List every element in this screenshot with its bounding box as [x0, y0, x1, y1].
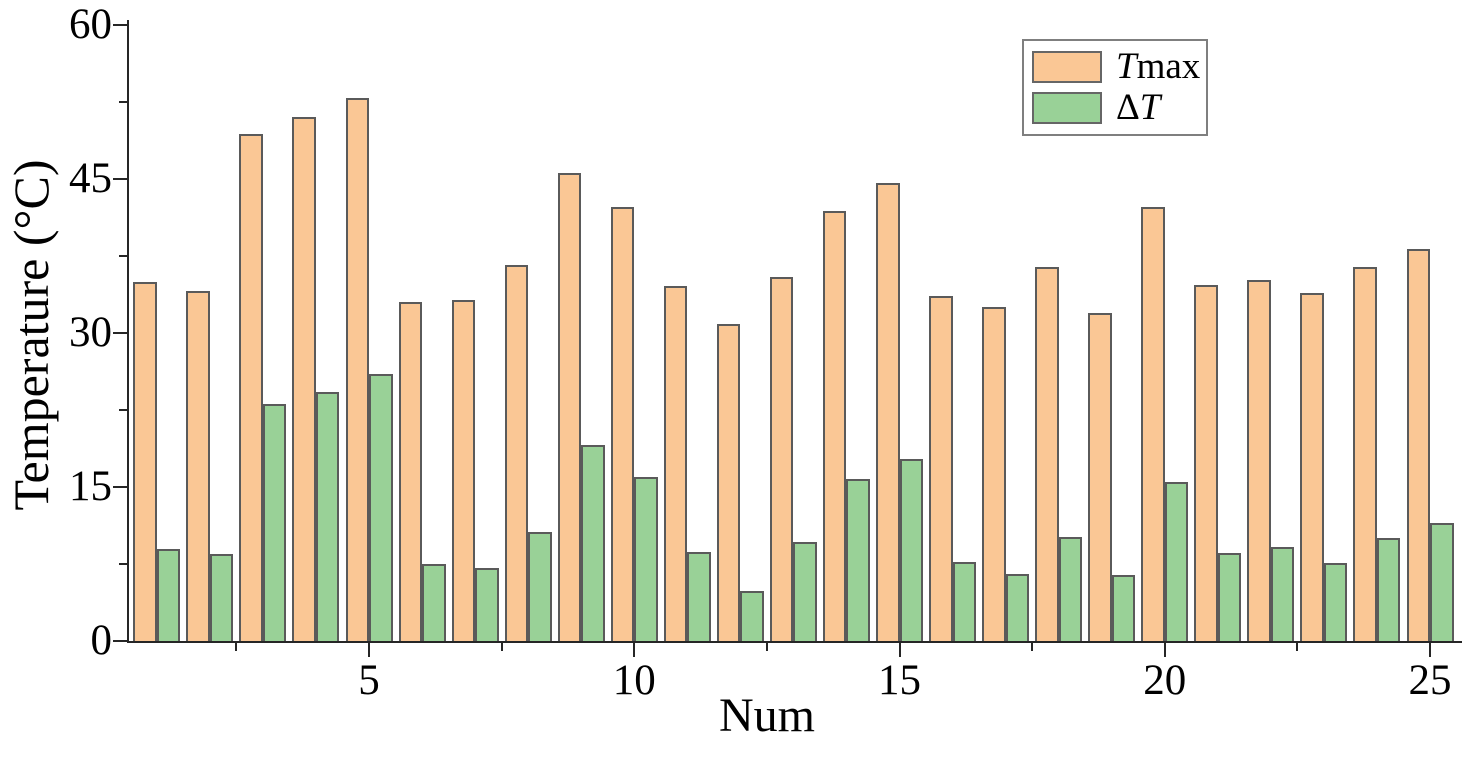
bar-dt	[581, 444, 605, 641]
legend-swatch-tmax	[1032, 51, 1102, 83]
bar-dt	[634, 476, 658, 641]
bar-dt	[1005, 574, 1030, 641]
bar-tmax	[1194, 284, 1218, 641]
y-major-tick	[113, 178, 127, 180]
legend-swatch-dt	[1032, 92, 1102, 124]
x-tick-label: 25	[1408, 657, 1452, 704]
bar-tmax	[239, 133, 263, 641]
bar-dt	[156, 548, 181, 641]
bar-tmax	[504, 265, 529, 641]
bar-dt	[1323, 562, 1348, 641]
x-axis-title: Num	[719, 689, 815, 742]
bar-tmax	[292, 117, 316, 641]
y-minor-tick	[119, 101, 127, 103]
bar-tmax	[876, 183, 900, 641]
bar-dt	[315, 391, 340, 641]
y-major-tick	[113, 24, 127, 26]
bar-tmax	[822, 210, 847, 641]
bar-dt	[209, 553, 234, 641]
bar-dt	[952, 561, 977, 641]
bar-dt	[475, 568, 499, 641]
bar-tmax	[1141, 206, 1165, 641]
legend-label-tmax: Tmax	[1116, 46, 1201, 87]
y-minor-tick	[119, 409, 127, 411]
y-minor-tick	[119, 563, 127, 565]
bar-tmax	[133, 281, 157, 641]
bar-tmax	[663, 285, 688, 641]
legend-label-dt: ΔT	[1116, 87, 1161, 128]
bar-tmax	[1247, 279, 1271, 641]
x-minor-tick	[1031, 643, 1034, 651]
y-major-tick	[113, 640, 127, 642]
x-tick-label: 10	[612, 657, 656, 704]
x-tick-label: 20	[1143, 657, 1187, 704]
x-major-tick	[1429, 643, 1431, 657]
y-tick-label: 45	[69, 155, 112, 202]
y-minor-tick	[119, 255, 127, 257]
bar-tmax	[716, 323, 741, 641]
bar-dt	[1058, 537, 1083, 641]
bar-tmax	[1406, 248, 1430, 641]
bar-dt	[1217, 552, 1242, 641]
bar-dt	[1376, 538, 1401, 641]
bar-tmax	[1088, 313, 1112, 641]
legend: Tmax ΔT	[1022, 39, 1208, 136]
x-tick-label: 5	[358, 657, 380, 704]
bar-tmax	[610, 206, 635, 641]
x-major-tick	[633, 643, 636, 657]
y-tick-label: 15	[69, 463, 112, 510]
bar-dt	[687, 551, 711, 641]
legend-item-dt: ΔT	[1032, 89, 1198, 127]
bar-tmax	[982, 307, 1006, 641]
y-tick-label: 60	[69, 1, 112, 48]
bar-dt	[1164, 481, 1189, 641]
bar-tmax	[1300, 292, 1324, 641]
bar-dt	[422, 564, 446, 641]
bar-tmax	[769, 276, 794, 641]
bar-dt	[846, 478, 870, 641]
y-tick-label: 0	[90, 617, 113, 664]
bar-tmax	[557, 172, 582, 641]
bar-dt	[262, 403, 287, 641]
bar-dt	[1111, 575, 1136, 641]
x-minor-tick	[1296, 643, 1299, 651]
x-tick-label: 15	[878, 657, 921, 704]
legend-item-tmax: Tmax	[1032, 46, 1201, 87]
bar-tmax	[186, 290, 210, 641]
x-minor-tick	[765, 643, 768, 651]
y-major-tick	[113, 486, 127, 488]
x-minor-tick	[500, 643, 503, 651]
bar-dt	[1270, 546, 1295, 641]
x-minor-tick	[235, 643, 238, 651]
bar-dt	[369, 374, 393, 641]
bar-dt	[740, 590, 764, 641]
bar-dt	[793, 542, 817, 641]
bar-tmax	[1035, 267, 1059, 641]
bar-dt	[528, 532, 552, 641]
bar-tmax	[345, 97, 369, 641]
bar-tmax	[451, 300, 476, 641]
y-axis-title: Temperature (°C)	[3, 159, 59, 511]
bar-tmax	[1353, 267, 1377, 641]
bar-tmax	[398, 302, 423, 641]
bar-tmax	[929, 296, 953, 641]
x-axis-line	[127, 641, 1462, 643]
x-major-tick	[898, 643, 901, 657]
x-major-tick	[1163, 643, 1166, 657]
x-major-tick	[368, 643, 370, 657]
bar-dt	[1430, 522, 1454, 641]
y-major-tick	[113, 332, 127, 334]
bar-dt	[899, 459, 923, 641]
y-axis-line	[127, 20, 129, 643]
y-tick-label: 30	[69, 309, 112, 356]
